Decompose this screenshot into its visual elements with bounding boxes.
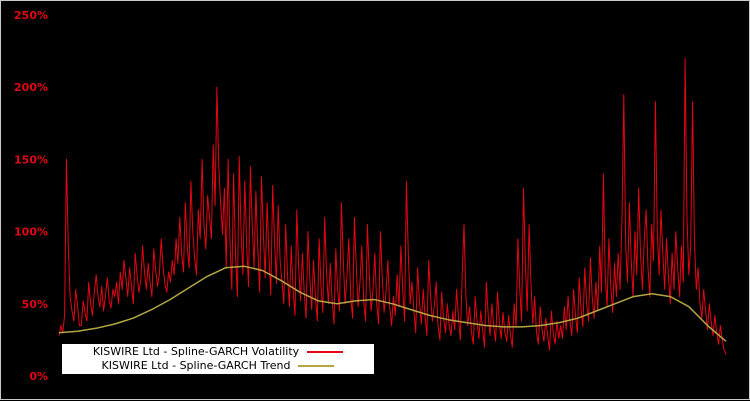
y-axis-tick-label: 200% xyxy=(14,81,48,94)
legend-item-trend: KISWIRE Ltd - Spline-GARCH Trend xyxy=(62,359,374,373)
y-axis-tick-label: 50% xyxy=(22,298,48,311)
legend-line-sample-trend xyxy=(298,365,335,367)
trend-series-line xyxy=(58,265,727,342)
y-axis-tick-label: 250% xyxy=(14,9,48,22)
legend-label-volatility: KISWIRE Ltd - Spline-GARCH Volatility xyxy=(92,345,300,358)
y-axis-tick-label: 0% xyxy=(29,370,48,383)
y-axis-tick-label: 150% xyxy=(14,153,48,166)
legend-label-trend: KISWIRE Ltd - Spline-GARCH Trend xyxy=(101,359,291,372)
y-axis-tick-label: 100% xyxy=(14,226,48,239)
legend-item-volatility: KISWIRE Ltd - Spline-GARCH Volatility xyxy=(62,345,374,359)
volatility-series-line xyxy=(58,57,727,355)
legend-line-sample-volatility xyxy=(307,351,344,353)
chart-legend: KISWIRE Ltd - Spline-GARCH Volatility KI… xyxy=(61,343,375,375)
